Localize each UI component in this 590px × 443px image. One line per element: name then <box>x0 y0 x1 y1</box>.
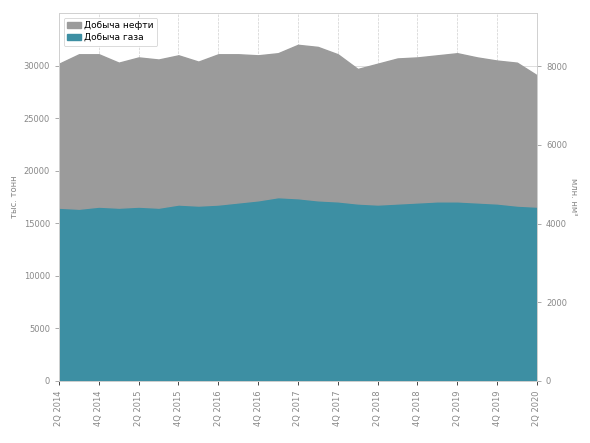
Legend: Добыча нефти, Добыча газа: Добыча нефти, Добыча газа <box>64 18 158 46</box>
Y-axis label: млн. нм³: млн. нм³ <box>569 179 578 216</box>
Y-axis label: тыс. тонн: тыс. тонн <box>11 176 19 218</box>
